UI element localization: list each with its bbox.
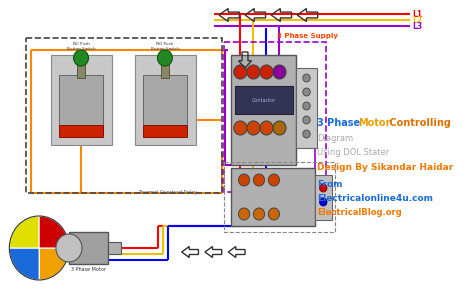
Circle shape [247, 121, 260, 135]
Circle shape [303, 130, 310, 138]
Text: L2: L2 [412, 15, 422, 25]
Bar [108, 242, 121, 254]
Text: L1: L1 [412, 9, 422, 19]
Text: NO Push
Button Switch: NO Push Button Switch [151, 42, 179, 51]
Bar [59, 75, 103, 133]
Bar [143, 75, 187, 133]
Bar [59, 125, 103, 137]
Text: Diagram: Diagram [317, 134, 353, 143]
Text: Contactor: Contactor [252, 97, 276, 102]
Circle shape [157, 50, 173, 66]
Bar [51, 55, 112, 145]
Circle shape [273, 65, 286, 79]
Circle shape [273, 121, 286, 135]
Circle shape [254, 174, 264, 186]
Bar [296, 68, 317, 148]
Circle shape [268, 174, 280, 186]
Bar [135, 55, 196, 145]
Text: ElectricalBlog.org: ElectricalBlog.org [317, 208, 401, 217]
Bar [224, 162, 336, 232]
Circle shape [238, 174, 250, 186]
Text: 3 Phase Motor: 3 Phase Motor [71, 267, 106, 272]
Circle shape [319, 184, 327, 192]
Text: Electricalonline4u.com: Electricalonline4u.com [317, 194, 433, 203]
Circle shape [73, 50, 89, 66]
Circle shape [254, 208, 264, 220]
Circle shape [303, 88, 310, 96]
Bar [231, 168, 315, 226]
Circle shape [303, 102, 310, 110]
Text: Thermal Overload Relay: Thermal Overload Relay [138, 189, 197, 194]
Bar [231, 55, 296, 165]
Bar [161, 60, 169, 78]
Wedge shape [39, 216, 69, 248]
Circle shape [260, 65, 273, 79]
Bar [235, 86, 292, 114]
Wedge shape [9, 248, 39, 280]
Circle shape [56, 234, 82, 262]
Text: Controlling: Controlling [386, 118, 451, 128]
Circle shape [238, 208, 250, 220]
Text: 3 Phase Supply: 3 Phase Supply [277, 33, 338, 39]
Circle shape [268, 208, 280, 220]
Bar [143, 125, 187, 137]
Circle shape [260, 121, 273, 135]
Wedge shape [39, 248, 69, 280]
Text: From: From [317, 180, 342, 189]
Bar [69, 232, 108, 264]
Bar [224, 42, 326, 192]
Circle shape [234, 121, 247, 135]
Text: L3: L3 [412, 22, 422, 30]
Bar [77, 60, 85, 78]
Bar [315, 175, 332, 220]
Circle shape [303, 116, 310, 124]
Text: Using DOL Stater: Using DOL Stater [317, 148, 389, 157]
Circle shape [303, 74, 310, 82]
Text: Design By Sikandar Haidar: Design By Sikandar Haidar [317, 163, 453, 172]
Bar [26, 38, 222, 193]
Text: NC Push
Button Switch: NC Push Button Switch [67, 42, 95, 51]
Circle shape [247, 65, 260, 79]
Wedge shape [9, 216, 39, 248]
Circle shape [319, 198, 327, 206]
Circle shape [234, 65, 247, 79]
Text: 3 Phase: 3 Phase [317, 118, 363, 128]
Text: Motor: Motor [358, 118, 390, 128]
